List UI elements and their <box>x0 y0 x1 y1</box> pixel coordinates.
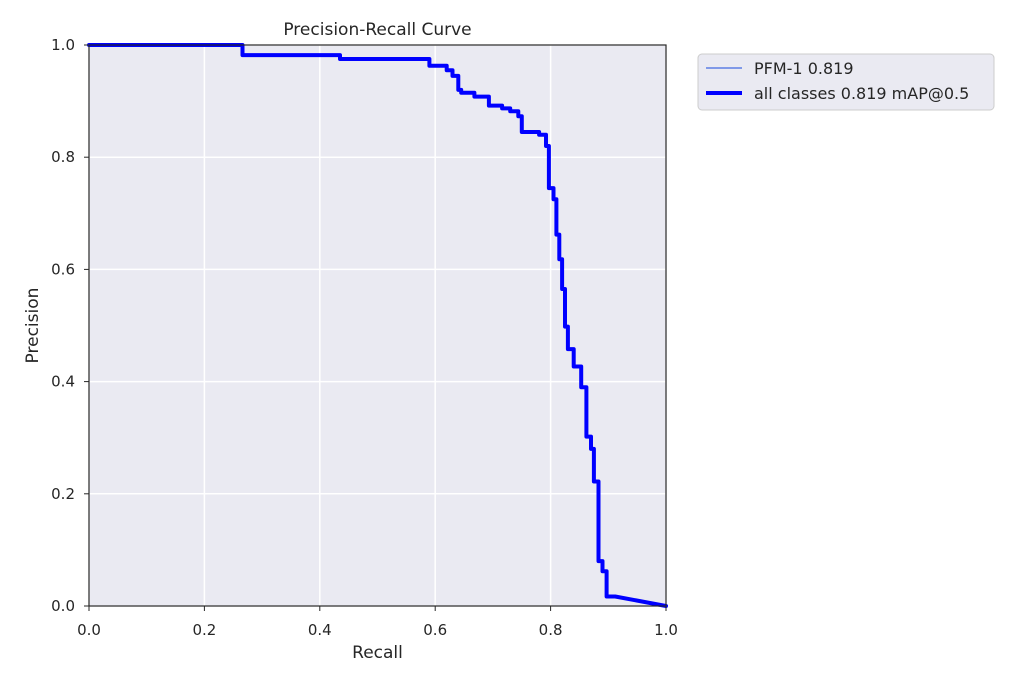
y-tick-label: 0.0 <box>51 597 75 615</box>
y-tick-label: 0.2 <box>51 485 75 503</box>
series-line-1 <box>87 43 668 608</box>
plot-frame <box>88 44 667 607</box>
y-tick-label: 1.0 <box>51 36 75 54</box>
tick-marks <box>84 44 667 611</box>
series-layer <box>87 43 668 608</box>
legend: PFM-1 0.819 all classes 0.819 mAP@0.5 <box>697 53 995 111</box>
chart-title: Precision-Recall Curve <box>283 20 471 40</box>
x-tick-label: 0.0 <box>77 621 101 639</box>
y-tick-labels: 0.0 0.2 0.4 0.6 0.8 1.0 <box>51 36 75 615</box>
x-tick-label: 0.6 <box>423 621 447 639</box>
x-tick-label: 1.0 <box>654 621 678 639</box>
y-tick-label: 0.4 <box>51 373 75 391</box>
y-tick-label: 0.6 <box>51 260 75 278</box>
legend-label-all-classes: all classes 0.819 mAP@0.5 <box>754 84 969 103</box>
x-tick-label: 0.2 <box>192 621 216 639</box>
x-tick-label: 0.8 <box>539 621 563 639</box>
legend-label-pfm-1: PFM-1 0.819 <box>754 59 854 78</box>
plot-background <box>89 45 666 606</box>
y-axis-label: Precision <box>23 288 43 364</box>
y-tick-label: 0.8 <box>51 148 75 166</box>
x-axis-label: Recall <box>352 643 403 663</box>
x-tick-label: 0.4 <box>308 621 332 639</box>
legend-box <box>697 53 995 111</box>
x-tick-labels: 0.0 0.2 0.4 0.6 0.8 1.0 <box>77 621 678 639</box>
